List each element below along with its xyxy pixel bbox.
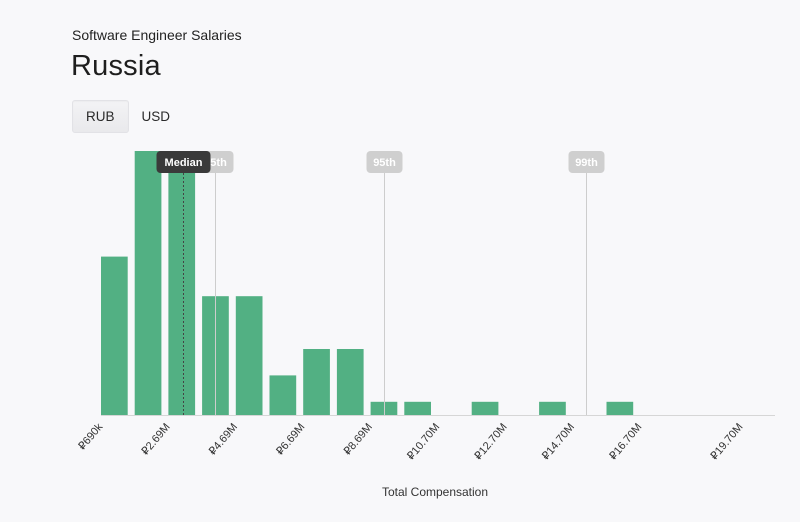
x-tick-label: ₽10.70M (405, 421, 442, 462)
marker-label: 95th (373, 157, 396, 169)
marker-label: Median (165, 157, 203, 169)
marker-label: 99th (575, 157, 598, 169)
currency-toggle: RUB USD (72, 100, 183, 133)
histogram-bar[interactable] (539, 401, 566, 415)
histogram-bar[interactable] (235, 296, 263, 415)
median-marker[interactable]: Median (156, 151, 211, 415)
histogram-bar[interactable] (336, 349, 364, 415)
histogram-bar[interactable] (404, 401, 431, 415)
histogram-bar[interactable] (101, 256, 128, 415)
x-axis-title: Total Compensation (382, 485, 488, 499)
histogram-bar[interactable] (269, 375, 297, 415)
currency-rub-button[interactable]: RUB (72, 100, 129, 133)
x-tick-label: ₽2.69M (139, 421, 172, 457)
histogram-bar[interactable] (606, 401, 634, 415)
percentile-99th-marker[interactable]: 99th (568, 151, 605, 415)
x-tick-label: ₽4.69M (207, 421, 240, 457)
x-tick-label: ₽19.70M (708, 421, 745, 462)
x-tick-label: ₽16.70M (607, 421, 644, 462)
x-tick-label: ₽690k (76, 421, 105, 453)
x-tick-label: ₽12.70M (472, 421, 509, 462)
percentile-95th-marker[interactable]: 95th (366, 151, 403, 415)
currency-usd-button[interactable]: USD (141, 109, 171, 124)
page-title: Russia (71, 50, 161, 82)
histogram-bar[interactable] (134, 151, 162, 415)
x-tick-label: ₽8.69M (342, 421, 375, 457)
histogram-bar[interactable] (370, 401, 398, 415)
histogram-bar[interactable] (303, 349, 330, 415)
marker-tag (366, 151, 403, 173)
histogram-bar[interactable] (471, 401, 499, 415)
histogram-bar[interactable] (168, 151, 196, 415)
x-tick-label: ₽14.70M (540, 421, 577, 462)
marker-tag (156, 151, 211, 173)
marker-tag (568, 151, 605, 173)
page-subtitle: Software Engineer Salaries (72, 27, 242, 43)
x-tick-label: ₽6.69M (274, 421, 307, 457)
